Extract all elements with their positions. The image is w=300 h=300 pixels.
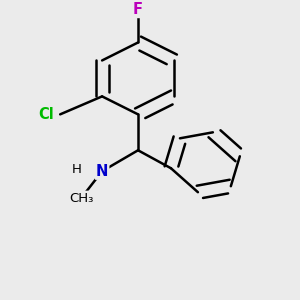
- Text: N: N: [96, 164, 108, 179]
- Text: Cl: Cl: [38, 107, 54, 122]
- Text: CH₃: CH₃: [69, 192, 93, 205]
- Text: H: H: [72, 163, 82, 176]
- Text: F: F: [133, 2, 143, 17]
